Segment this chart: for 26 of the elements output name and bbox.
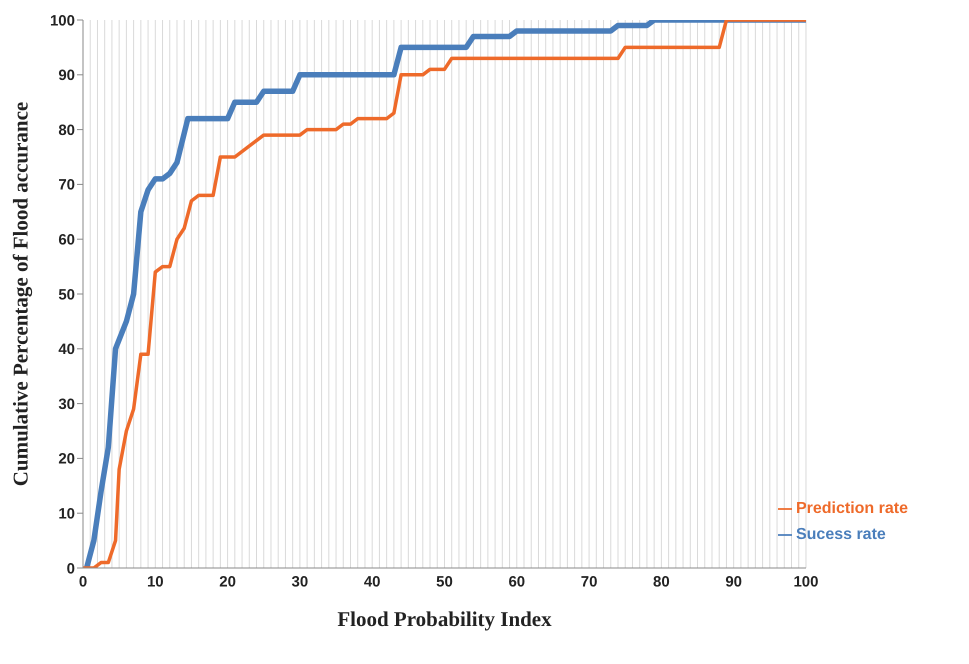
y-tick-label: 60	[58, 232, 75, 249]
y-tick-label: 80	[58, 122, 75, 139]
x-tick-label: 40	[364, 574, 381, 591]
y-tick-label: 70	[58, 176, 75, 194]
y-tick-label: 10	[58, 506, 75, 523]
legend-label: Prediction rate	[796, 500, 908, 517]
x-axis-title: Flood Probability Index	[337, 607, 552, 631]
x-tick-label: 80	[653, 574, 670, 591]
legend-label: Sucess rate	[796, 526, 886, 543]
x-tick-label: 50	[436, 574, 453, 591]
x-tick-label: 0	[78, 574, 88, 591]
y-tick-label: 50	[58, 286, 75, 304]
x-tick-label: 10	[146, 574, 164, 591]
x-tick-label: 70	[580, 574, 598, 591]
x-tick-label: 90	[725, 574, 742, 591]
y-tick-label: 90	[58, 67, 75, 84]
x-tick-label: 20	[219, 574, 236, 591]
x-tick-label: 60	[508, 574, 526, 591]
x-tick-label: 30	[292, 574, 308, 591]
y-axis-title: Cumulative Percentage of Flood accurance	[8, 102, 32, 486]
y-tick-label: 100	[50, 12, 75, 30]
y-tick-label: 0	[66, 560, 75, 578]
y-tick-label: 40	[58, 341, 75, 358]
y-tick-label: 20	[58, 450, 75, 468]
x-tick-label: 100	[793, 574, 818, 591]
y-tick-label: 30	[58, 396, 75, 413]
